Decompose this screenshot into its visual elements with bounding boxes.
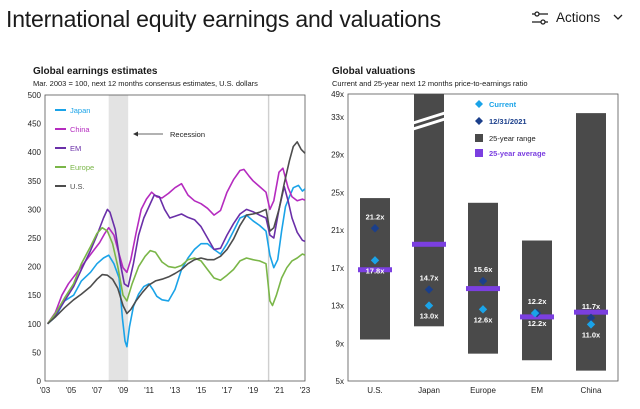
- actions-button[interactable]: Actions: [531, 10, 623, 25]
- prior-value-label: 21.2x: [366, 212, 386, 221]
- legend-current-marker: [475, 100, 483, 108]
- average-marker: [412, 241, 446, 247]
- y-tick-label: 50: [32, 348, 41, 357]
- sliders-icon: [531, 10, 549, 25]
- legend-label: EM: [70, 144, 81, 153]
- x-category-label: U.S.: [367, 386, 383, 395]
- y-tick-label: 5x: [336, 377, 344, 386]
- earnings-chart-title: Global earnings estimates: [33, 66, 158, 77]
- legend-average-label: 25-year average: [489, 149, 546, 158]
- prior-marker: [424, 285, 434, 294]
- prior-marker: [586, 313, 596, 323]
- prior-marker: [370, 224, 380, 233]
- annotation-arrow-head: [133, 131, 138, 137]
- legend-average-swatch: [475, 149, 483, 157]
- axis-break-mark: [409, 110, 449, 126]
- series-line-em: [47, 185, 306, 325]
- current-marker: [530, 308, 540, 318]
- x-category-label: Europe: [470, 386, 496, 395]
- range-bar-em: [522, 240, 552, 361]
- x-tick-label: '11: [144, 386, 154, 395]
- current-marker: [370, 256, 380, 265]
- average-marker: [466, 286, 500, 292]
- legend-prior-label: 12/31/2021: [489, 117, 527, 126]
- x-tick-label: '05: [66, 386, 77, 395]
- y-tick-label: 25x: [331, 188, 344, 197]
- series-line-us: [47, 141, 306, 325]
- series-line-europe: [46, 226, 306, 325]
- y-tick-label: 300: [28, 205, 42, 214]
- y-tick-label: 33x: [331, 113, 344, 122]
- recession-shade: [108, 95, 129, 381]
- prior-value-label: 12.2x: [528, 297, 548, 306]
- prior-value-label: 11.7x: [582, 302, 601, 311]
- average-marker: [358, 267, 392, 273]
- y-tick-label: 150: [28, 291, 42, 300]
- axis-break-mark: [409, 116, 449, 132]
- recession-annotation: Recession: [170, 130, 205, 139]
- legend-current-label: Current: [489, 100, 517, 109]
- current-marker: [424, 301, 434, 310]
- current-value-label: 12.6x: [474, 315, 494, 324]
- x-category-label: EM: [531, 386, 543, 395]
- x-tick-label: '03: [40, 386, 51, 395]
- y-tick-label: 450: [28, 120, 42, 129]
- x-tick-label: '17: [222, 386, 233, 395]
- y-tick-label: 250: [28, 234, 42, 243]
- page-title: International equity earnings and valuat…: [6, 6, 441, 32]
- x-tick-label: '09: [118, 386, 129, 395]
- current-value-label: 12.2x: [528, 319, 548, 328]
- y-tick-label: 400: [28, 148, 42, 157]
- y-tick-label: 0: [37, 377, 42, 386]
- legend-range-swatch: [475, 134, 483, 142]
- y-tick-label: 350: [28, 177, 42, 186]
- earnings-chart-subtitle: Mar. 2003 = 100, next 12 months consensu…: [33, 79, 258, 88]
- legend-prior-marker: [475, 117, 483, 125]
- y-tick-label: 500: [28, 91, 42, 100]
- y-tick-label: 200: [28, 263, 42, 272]
- y-tick-label: 17x: [331, 264, 344, 273]
- plot-frame: [347, 93, 619, 382]
- x-tick-label: '07: [92, 386, 103, 395]
- prior-marker: [478, 276, 488, 286]
- x-tick-label: '19: [248, 386, 259, 395]
- y-tick-label: 49x: [331, 90, 344, 99]
- legend-label: U.S.: [70, 182, 85, 191]
- current-value-label: 17.8x: [366, 266, 386, 275]
- y-tick-label: 29x: [331, 151, 344, 160]
- legend-label: Europe: [70, 163, 94, 172]
- x-tick-label: '23: [300, 386, 311, 395]
- x-tick-label: '15: [196, 386, 207, 395]
- x-tick-label: '13: [170, 386, 181, 395]
- prior-value-label: 14.7x: [420, 274, 440, 283]
- legend-label: China: [70, 125, 90, 134]
- x-category-label: Japan: [418, 386, 440, 395]
- x-category-label: China: [581, 386, 602, 395]
- legend-range-label: 25-year range: [489, 134, 536, 143]
- y-tick-label: 21x: [331, 226, 344, 235]
- actions-label: Actions: [556, 10, 601, 25]
- plot-frame: [44, 94, 306, 382]
- y-tick-label: 100: [28, 320, 42, 329]
- x-tick-label: '21: [274, 386, 285, 395]
- current-marker: [586, 320, 596, 329]
- series-line-china: [46, 167, 306, 325]
- y-tick-label: 9x: [336, 339, 344, 348]
- y-tick-label: 13x: [331, 302, 344, 311]
- average-marker: [574, 309, 608, 315]
- chevron-down-icon: [613, 14, 623, 21]
- valuations-chart-subtitle: Current and 25-year next 12 months price…: [332, 79, 528, 88]
- current-value-label: 11.0x: [582, 330, 601, 339]
- series-line-japan: [47, 184, 306, 348]
- current-marker: [478, 305, 488, 314]
- valuations-chart-title: Global valuations: [332, 66, 416, 77]
- legend-label: Japan: [70, 106, 90, 115]
- prior-value-label: 15.6x: [474, 265, 494, 274]
- current-value-label: 13.0x: [420, 312, 440, 321]
